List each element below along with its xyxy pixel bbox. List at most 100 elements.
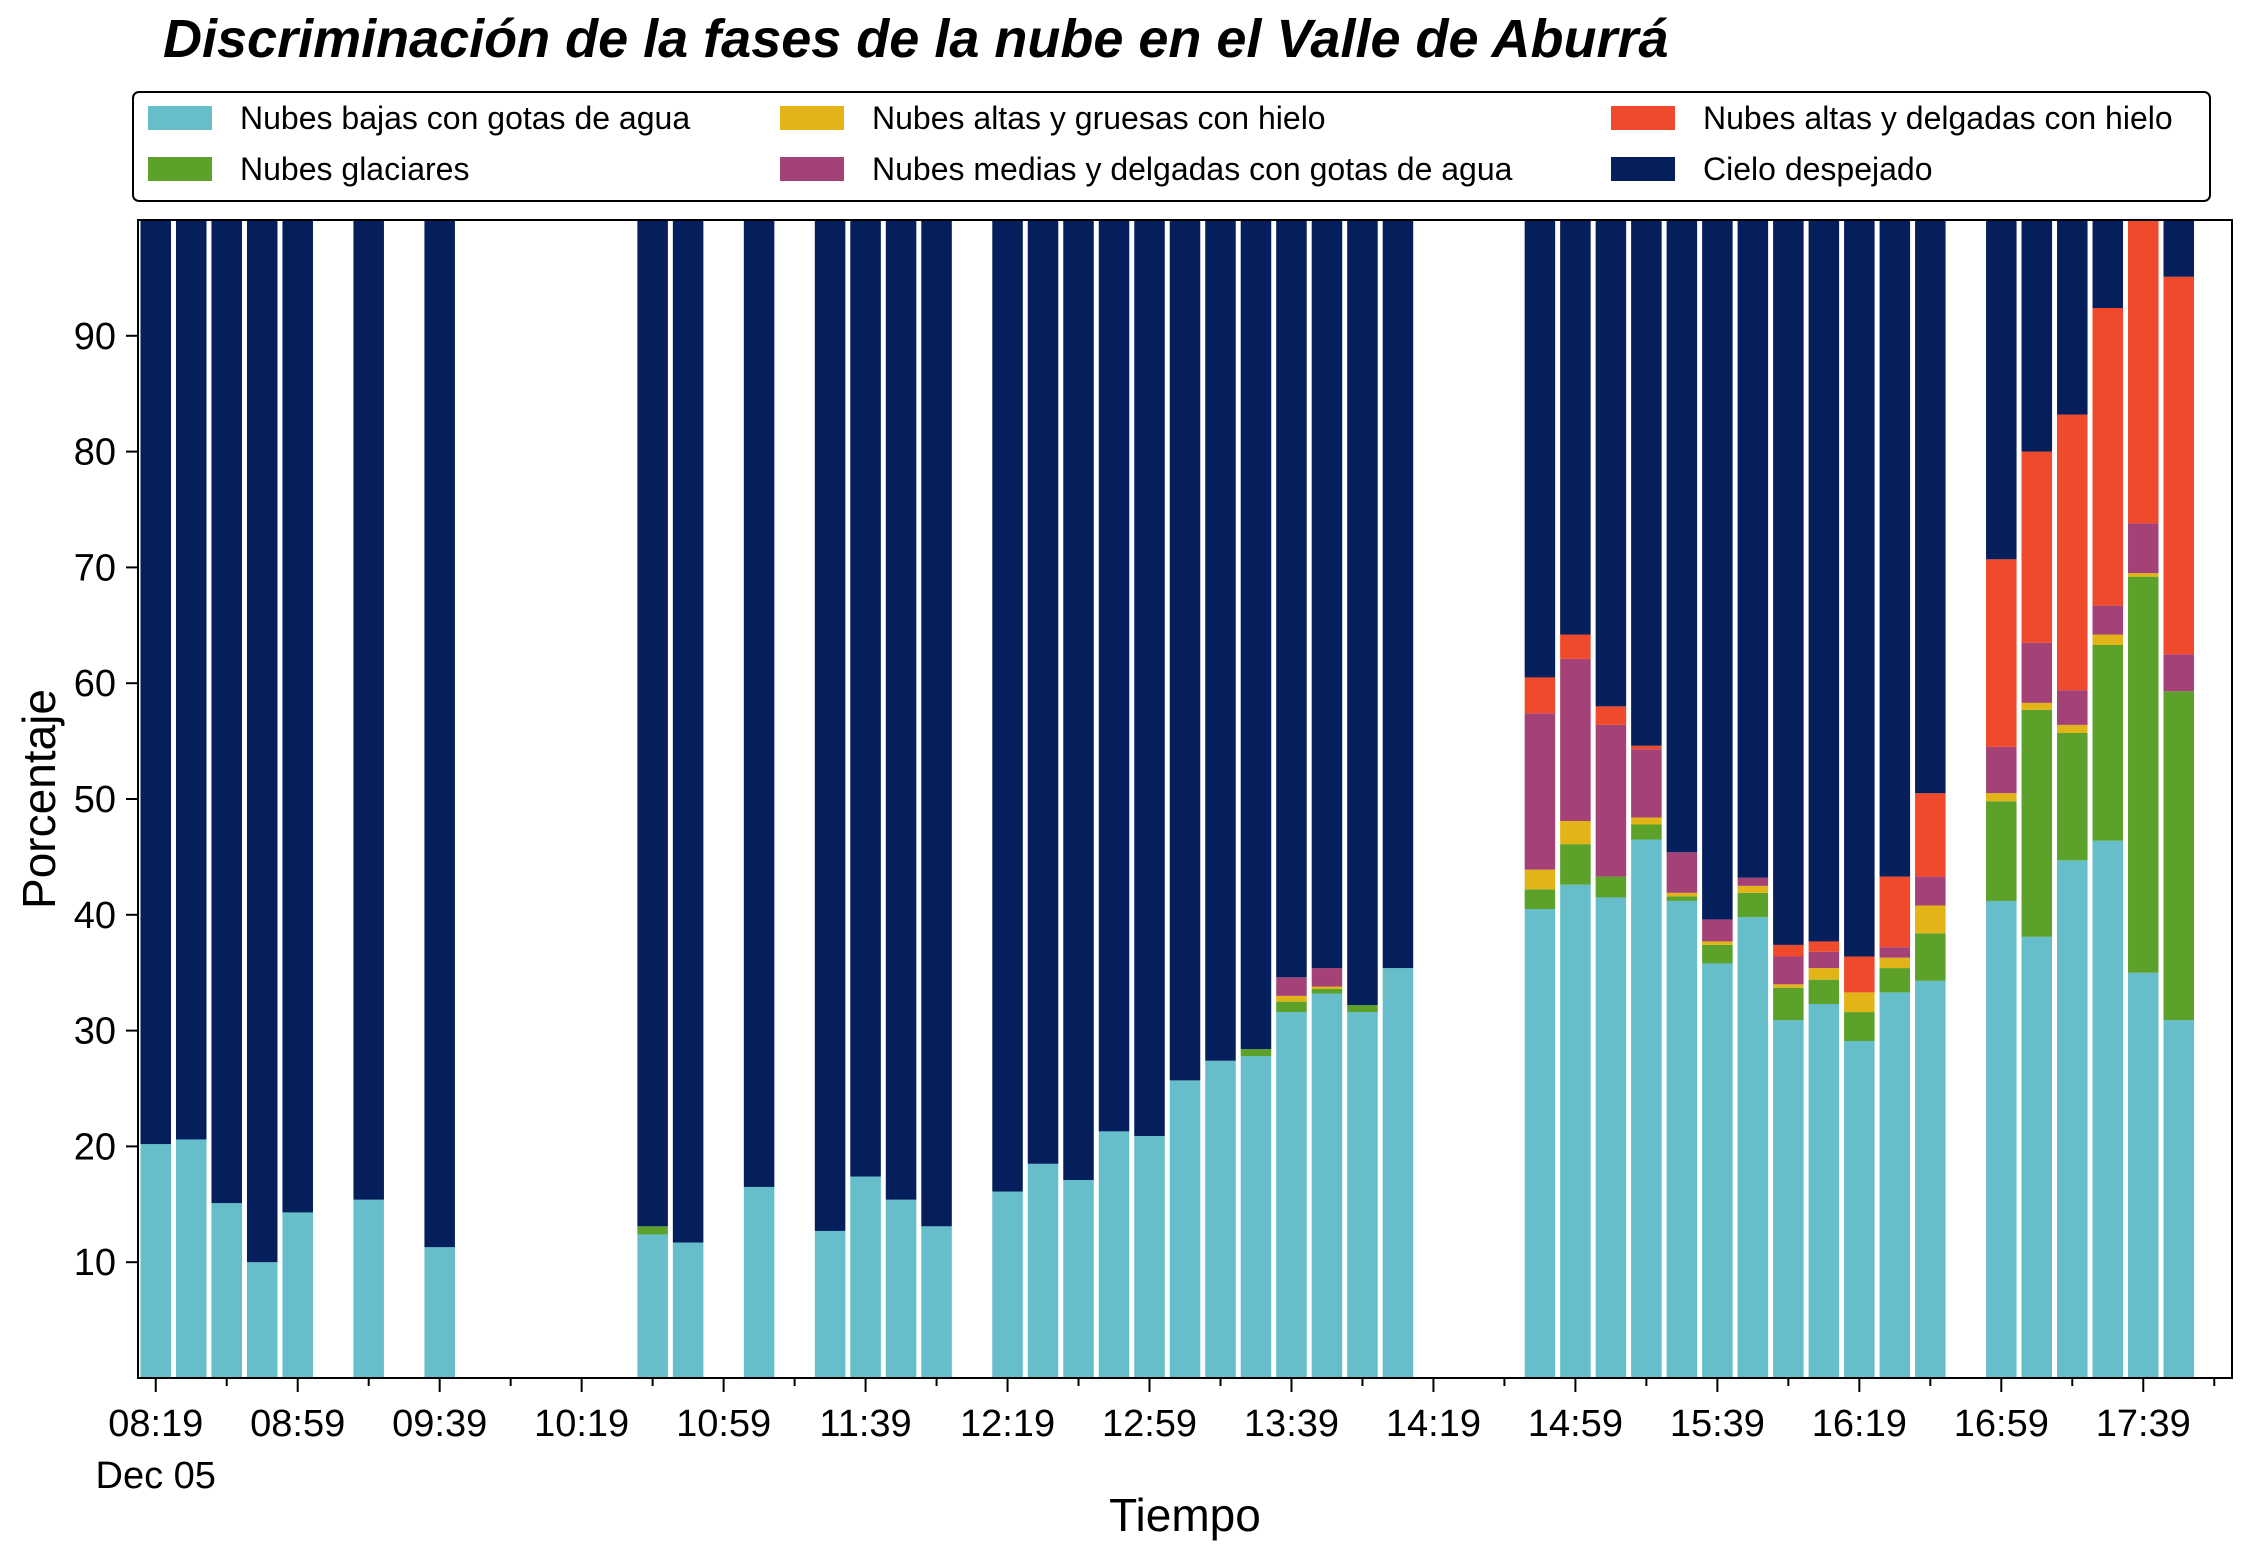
bar-segment: [814, 1230, 846, 1378]
bar-segment: [1347, 220, 1378, 1006]
bar-segment: [1595, 897, 1627, 1378]
x-tick-sublabel: Dec 05: [96, 1455, 216, 1497]
x-tick-label: 12:19: [960, 1403, 1055, 1445]
bar-segment: [2057, 732, 2088, 861]
bar-segment: [637, 1226, 668, 1235]
bar-segment: [1631, 839, 1662, 1378]
bar-segment: [1702, 220, 1733, 920]
bar-segment: [2128, 523, 2159, 574]
bar-segment: [1063, 1179, 1094, 1378]
bar-segment: [1382, 968, 1414, 1378]
bar-segment: [1560, 884, 1591, 1378]
y-tick-label: 20: [74, 1126, 116, 1168]
bar-segment: [1276, 995, 1307, 1002]
bar-segment: [1773, 220, 1804, 945]
bar-segment: [1915, 980, 1946, 1378]
bar-segment: [2092, 840, 2124, 1378]
bar-segment: [1205, 1060, 1236, 1378]
bar-segment: [1666, 896, 1698, 901]
bar-segment: [2128, 573, 2159, 577]
bar-segment: [2092, 605, 2124, 635]
bar-segment: [1773, 984, 1804, 988]
legend-item: Nubes bajas con gotas de agua: [148, 100, 690, 136]
x-tick-label: 17:39: [2096, 1403, 2191, 1445]
bar-segment: [637, 1234, 668, 1378]
bar-segment: [1631, 745, 1662, 750]
bar-segment: [1702, 941, 1733, 945]
bar-segment: [672, 1242, 704, 1378]
bar-segment: [2021, 220, 2053, 452]
x-tick-label: 08:59: [250, 1403, 345, 1445]
bar-segment: [246, 1262, 278, 1378]
bar-segment: [424, 1247, 455, 1378]
legend-item: Nubes medias y delgadas con gotas de agu…: [780, 151, 1513, 187]
bar-segment: [1205, 220, 1236, 1061]
bar-segment: [2021, 709, 2053, 937]
x-tick-label: 11:39: [819, 1403, 911, 1445]
legend-label: Nubes glaciares: [240, 151, 469, 187]
y-axis-label: Porcentaje: [13, 689, 65, 909]
bar-segment: [2092, 634, 2124, 645]
bar-segment: [1063, 220, 1094, 1180]
bar-segment: [1098, 220, 1130, 1132]
bar-segment: [1844, 1012, 1875, 1042]
bar-segment: [2057, 724, 2088, 733]
bar-segment: [1773, 956, 1804, 985]
bar-segment: [1347, 1005, 1378, 1013]
bar-segment: [1666, 900, 1698, 1378]
bar-segment: [2057, 860, 2088, 1378]
y-tick-label: 10: [74, 1242, 116, 1284]
bar-segment: [921, 1226, 952, 1378]
bar-segment: [282, 220, 313, 1213]
legend: Nubes bajas con gotas de agua Nubes glaci…: [132, 91, 2211, 202]
bar-segment: [1382, 220, 1414, 969]
bar-segment: [2057, 690, 2088, 725]
bar-segment: [1524, 869, 1556, 890]
bar-segment: [1524, 909, 1556, 1378]
bar-segment: [175, 1139, 207, 1378]
bar-segment: [1737, 892, 1769, 918]
x-tick-label: 10:59: [676, 1403, 771, 1445]
bar-segment: [1808, 979, 1840, 1004]
legend-swatch: [148, 157, 212, 181]
bar-segment: [814, 220, 846, 1231]
bar-segment: [1808, 951, 1840, 969]
bar-segment: [1915, 905, 1946, 934]
bar-segment: [2057, 414, 2088, 691]
x-tick-label: 08:19: [108, 1403, 203, 1445]
bar-segment: [2163, 1020, 2195, 1378]
x-tick-label: 10:19: [534, 1403, 629, 1445]
bar-segment: [175, 220, 207, 1140]
legend-label: Nubes bajas con gotas de agua: [240, 100, 690, 136]
bar-segment: [1844, 956, 1875, 993]
x-axis-label: Tiempo: [1109, 1489, 1261, 1541]
bar-segment: [1844, 1041, 1875, 1378]
x-tick-label: 15:39: [1670, 1403, 1765, 1445]
bar-segment: [140, 1144, 171, 1378]
bar-segment: [2163, 654, 2195, 692]
bar-segment: [1808, 1003, 1840, 1378]
bar-segment: [2128, 972, 2159, 1378]
bar-segment: [1311, 968, 1343, 987]
bar-segment: [2057, 220, 2088, 415]
bar-segment: [1240, 220, 1272, 1050]
bar-segment: [1027, 1163, 1059, 1378]
y-tick-label: 80: [74, 432, 116, 474]
bar-segment: [2128, 576, 2159, 973]
y-tick-label: 40: [74, 895, 116, 937]
bar-segment: [1773, 944, 1804, 957]
bar-segment: [1702, 919, 1733, 942]
bar-segment: [2021, 451, 2053, 643]
bar-segment: [1879, 876, 1911, 948]
x-tick-label: 09:39: [392, 1403, 487, 1445]
x-tick-label: 16:59: [1954, 1403, 2049, 1445]
bar-segment: [921, 220, 952, 1227]
bar-segment: [1524, 220, 1556, 678]
bar-segment: [1098, 1131, 1130, 1378]
bar-segment: [1915, 220, 1946, 794]
bar-segment: [1276, 220, 1307, 978]
bar-segment: [2021, 936, 2053, 1378]
legend-swatch: [780, 157, 844, 181]
bar-segment: [1879, 957, 1911, 969]
legend-swatch: [1611, 106, 1675, 130]
